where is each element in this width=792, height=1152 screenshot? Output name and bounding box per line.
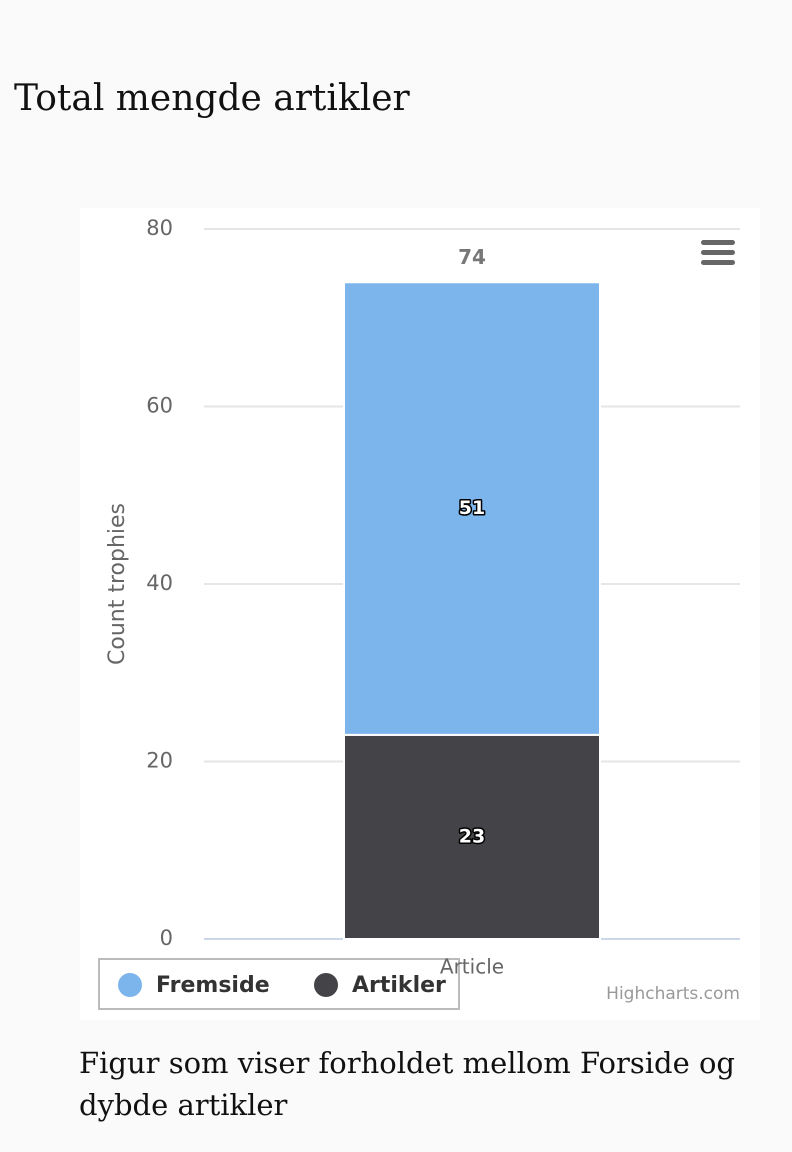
legend-box xyxy=(98,958,460,1010)
legend-label[interactable]: Artikler xyxy=(352,973,446,998)
bar-segment xyxy=(343,281,601,736)
y-tick-label: 0 xyxy=(160,926,173,950)
bar-segment xyxy=(343,733,601,940)
legend-marker[interactable] xyxy=(118,973,142,997)
menu-bar xyxy=(701,250,735,255)
stack-total: 74 xyxy=(458,245,486,269)
menu-bar xyxy=(701,240,735,245)
y-tick-label: 20 xyxy=(146,749,173,773)
legend-marker[interactable] xyxy=(314,973,338,997)
credits[interactable]: Highcharts.com xyxy=(606,984,740,1004)
y-tick-label: 60 xyxy=(146,394,173,418)
menu-button[interactable] xyxy=(701,240,735,265)
y-tick-label: 40 xyxy=(146,571,173,595)
legend-label[interactable]: Fremside xyxy=(156,973,270,998)
data-label: 51 xyxy=(459,497,485,519)
y-tick-label: 80 xyxy=(146,216,173,240)
page-title: Total mengde artikler xyxy=(14,78,410,119)
x-tick-label: Article xyxy=(440,955,504,979)
caption: Figur som viser forholdet mellom Forside… xyxy=(79,1046,735,1122)
data-label: 23 xyxy=(459,825,485,847)
y-axis-title: Count trophies xyxy=(105,503,130,665)
menu-bar xyxy=(701,260,735,265)
